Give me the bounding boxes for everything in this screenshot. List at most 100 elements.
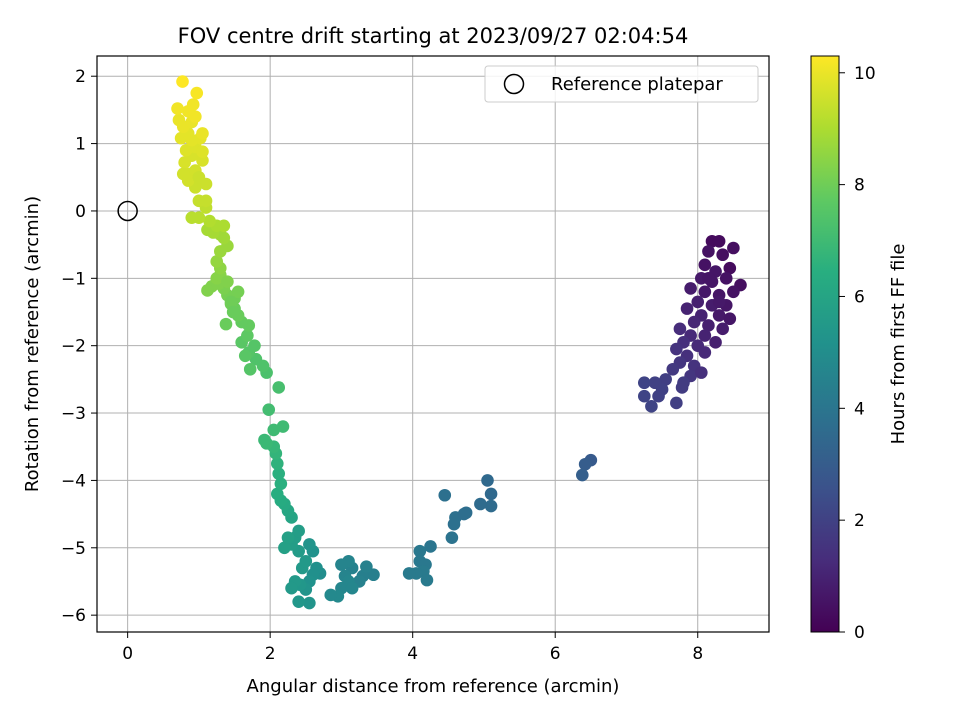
data-point	[241, 329, 254, 342]
data-point	[276, 420, 290, 433]
data-point	[670, 342, 683, 356]
plot-frame	[96, 55, 770, 633]
data-point	[457, 507, 471, 521]
y-tick-label: −3	[61, 404, 86, 424]
colorbar-label: Hours from first FF file	[888, 244, 909, 445]
colorbar-tick-label: 0	[854, 623, 865, 643]
data-point	[637, 376, 651, 390]
data-point	[262, 403, 276, 416]
data-point	[217, 219, 231, 233]
legend: Reference platepar	[484, 65, 759, 103]
data-point	[192, 170, 206, 184]
y-axis-ticks: −6 −5 −4 −3 −2 −1 0 1 2	[61, 67, 97, 626]
data-point	[712, 234, 726, 248]
grid-lines	[97, 56, 769, 632]
data-point	[684, 282, 697, 295]
data-point	[484, 487, 498, 501]
data-point	[702, 319, 715, 332]
data-point	[186, 98, 200, 111]
data-point	[278, 541, 291, 555]
data-point	[727, 241, 740, 255]
data-point	[698, 329, 712, 342]
data-point	[727, 285, 740, 299]
data-point	[303, 538, 316, 551]
data-point	[447, 517, 461, 531]
colorbar-ticks: 0 2 4 6 8 10	[839, 64, 876, 643]
data-point	[438, 488, 452, 502]
y-tick-label: −5	[61, 539, 86, 559]
data-point	[698, 258, 712, 272]
data-point	[238, 349, 252, 363]
data-point	[424, 540, 437, 553]
colorbar-tick-label: 6	[854, 287, 865, 307]
data-point	[687, 315, 701, 329]
y-axis-label: Rotation from reference (arcmin)	[22, 196, 43, 492]
data-point	[413, 544, 427, 558]
data-point	[201, 284, 214, 297]
data-point	[691, 295, 705, 309]
data-point	[274, 477, 288, 491]
x-tick-label: 2	[265, 644, 276, 664]
data-point	[272, 381, 286, 394]
data-point	[670, 396, 683, 410]
data-point	[199, 194, 213, 208]
data-point	[637, 389, 651, 403]
data-point	[367, 568, 380, 582]
data-point	[666, 362, 680, 376]
data-point	[210, 255, 224, 268]
data-point	[402, 567, 416, 580]
data-point	[292, 524, 305, 538]
data-point	[221, 275, 234, 288]
data-point	[719, 272, 733, 285]
chart-title: FOV centre drift starting at 2023/09/27 …	[178, 24, 689, 48]
data-point	[248, 339, 261, 352]
data-point	[303, 596, 316, 610]
data-point	[285, 581, 298, 595]
colorbar-tick-label: 4	[854, 399, 865, 419]
data-point	[723, 312, 737, 326]
data-point	[702, 272, 715, 285]
data-point	[675, 381, 689, 394]
data-points	[171, 75, 747, 610]
data-point	[190, 86, 204, 100]
data-point	[258, 433, 271, 447]
data-point	[645, 400, 658, 413]
data-point	[243, 362, 257, 376]
data-point	[716, 322, 729, 336]
data-point	[272, 467, 286, 480]
data-point	[575, 468, 589, 482]
data-point	[226, 305, 240, 319]
y-tick-label: 2	[75, 67, 86, 87]
data-point	[360, 560, 373, 573]
x-axis-ticks: 0 2 4 6 8	[122, 632, 703, 664]
legend-entry-label: Reference platepar	[551, 74, 723, 95]
plot-background	[97, 56, 769, 632]
data-point	[224, 295, 238, 309]
data-point	[270, 457, 284, 470]
data-point	[698, 285, 712, 299]
y-tick-label: −2	[61, 337, 86, 357]
data-point	[196, 154, 209, 167]
data-point	[292, 595, 305, 608]
x-tick-label: 8	[692, 644, 703, 664]
x-tick-label: 6	[550, 644, 561, 664]
data-point	[176, 75, 189, 88]
y-tick-label: −1	[61, 269, 86, 289]
x-axis-label: Angular distance from reference (arcmin)	[247, 676, 620, 697]
data-point	[712, 309, 726, 322]
data-point	[652, 389, 665, 403]
data-point	[420, 573, 434, 587]
data-point	[324, 588, 338, 602]
data-point	[231, 285, 245, 299]
x-tick-label: 4	[407, 644, 418, 664]
data-point	[659, 373, 672, 386]
data-point	[702, 245, 715, 258]
data-point	[474, 497, 487, 511]
data-point	[723, 261, 737, 275]
data-point	[712, 295, 726, 309]
x-tick-label: 0	[122, 644, 133, 664]
data-point	[578, 457, 592, 471]
data-point	[299, 554, 313, 568]
data-point	[481, 474, 494, 487]
